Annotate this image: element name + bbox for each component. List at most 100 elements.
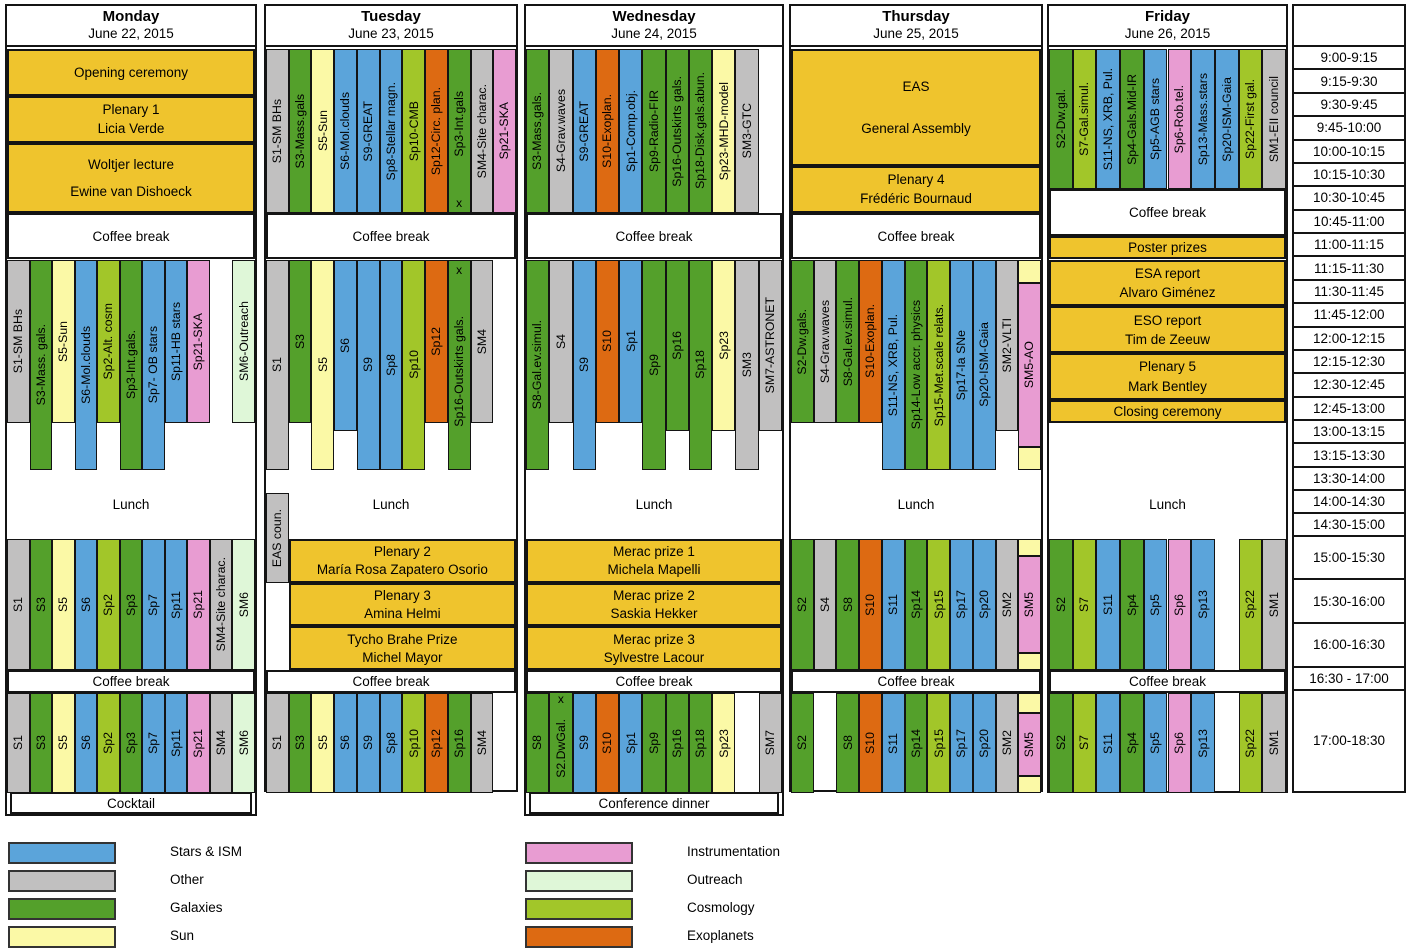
session-bar-label: S3 xyxy=(292,333,307,349)
session-bar-label: Sp23 xyxy=(716,330,731,360)
session-bar: S1 xyxy=(266,693,289,793)
session-bar: S10-Exoplan. xyxy=(595,49,620,213)
session-bar: S10 xyxy=(595,693,620,793)
session-bar: Sp18-Disk.gals.abun. xyxy=(688,49,713,213)
session-bar-label: Sp9-Radio-FIR xyxy=(646,89,661,172)
coffee-break-label: Coffee break xyxy=(877,228,955,244)
session-bar-label: Sp15 xyxy=(931,590,946,619)
coffee-break-label: Coffee break xyxy=(877,674,955,689)
legend-label: Sun xyxy=(170,928,195,943)
session-bar: Sp17 xyxy=(950,693,973,793)
day-column-thursday: Thursday June 25, 2015 EAS General Assembly… xyxy=(789,4,1043,793)
session-bar-label: S3-Mass.gals xyxy=(292,93,307,169)
plenary-line: Closing ceremony xyxy=(1113,404,1222,420)
session-bar-label: S9-GREAT xyxy=(361,100,376,162)
session-bar-label: S5 xyxy=(56,596,71,613)
session-bar-label: S4 xyxy=(817,596,832,613)
session-bar: Sp15 xyxy=(927,693,951,793)
time-slot: 10:30-10:45 xyxy=(1294,187,1404,211)
plenary-line: Frédéric Bournaud xyxy=(860,191,972,207)
session-bar-label: Sp12 xyxy=(429,728,444,758)
session-bar: S3-Mass. gals. xyxy=(29,259,53,470)
session-bar: Sp15 xyxy=(927,539,951,670)
session-bar-label: SM4 xyxy=(474,730,489,756)
session-bar-label: Sp10 xyxy=(406,350,421,380)
session-bar-label: S3 xyxy=(33,596,48,613)
legend-label: Instrumentation xyxy=(687,844,781,859)
lunch-label: Lunch xyxy=(266,490,516,519)
plenary-line: Sylvestre Lacour xyxy=(603,649,705,665)
session-bar: Sp3 xyxy=(119,539,143,670)
session-bar: Sp17-Ia SNe xyxy=(950,259,973,470)
time-slot: 9:45-10:00 xyxy=(1294,117,1404,141)
session-bar-label: S11 xyxy=(886,594,901,615)
day-name: Wednesday xyxy=(612,8,696,25)
session-bar-label: Sp5 xyxy=(1148,593,1163,616)
session-bar: S4-Grav.waves xyxy=(813,259,837,424)
session-bar-label: S2-Dw.gals. xyxy=(795,308,810,375)
session-bar-label: S10-Exoplan. xyxy=(600,93,615,168)
session-bar: S8-Gal.ev.simul. xyxy=(836,259,860,424)
session-bar: Sp8-Stellar magn. xyxy=(379,49,403,213)
session-bar: S11-NS, XRB, Pul. xyxy=(881,259,905,470)
session-bar-label: S6-Mol.clouds xyxy=(78,325,93,404)
session-bar: S2 xyxy=(791,693,814,793)
session-bar-label: SM1 xyxy=(1266,591,1281,618)
session-bar: Sp6 xyxy=(1167,539,1192,670)
session-bar-label: S1-SM BHs xyxy=(11,309,26,374)
plenary-line: Saskia Hekker xyxy=(610,606,698,622)
plenary-line: Plenary 4 xyxy=(887,172,945,188)
legend-label: Galaxies xyxy=(170,900,223,915)
session-bar: Sp14 xyxy=(904,693,928,793)
session-bar-label: Sp11 xyxy=(168,729,183,757)
session-bar-label: Sp14 xyxy=(908,728,923,758)
legend-label: Outreach xyxy=(687,872,743,887)
legend-swatch-outreach xyxy=(525,870,633,892)
coffee-break-label: Coffee break xyxy=(1128,674,1207,689)
session-bar-label: Sp20 xyxy=(977,728,992,758)
session-bar-label: SM5 xyxy=(1022,591,1037,618)
session-bar-label: Sp6 xyxy=(1172,593,1187,616)
plenary-block: Merac prize 2 Saskia Hekker xyxy=(526,582,782,627)
plenary-line: Woltjer lecture xyxy=(87,156,175,172)
session-bar: SM7-ASTRONET xyxy=(758,259,782,432)
plenary-line: María Rosa Zapatero Osorio xyxy=(316,562,488,578)
session-bar: Sp21 xyxy=(187,693,210,793)
time-slot: 9:30-9:45 xyxy=(1294,94,1404,118)
session-bar: Sp20-ISM-Gaia xyxy=(1214,49,1239,190)
session-bar-label: Sp7 xyxy=(146,593,161,616)
session-bar: S5 xyxy=(311,259,335,470)
time-slot: 14:30-15:00 xyxy=(1294,514,1404,537)
time-slot: 9:00-9:15 xyxy=(1294,47,1404,71)
session-bar-label: Sp20-ISM-Gaia xyxy=(977,322,992,408)
plenary-line: Tycho Brahe Prize xyxy=(347,631,458,647)
plenary-line: Merac prize 3 xyxy=(613,631,695,647)
session-bar-label: Sp2-Alt. cosm xyxy=(101,303,116,380)
session-bar: Sp9 xyxy=(642,259,666,470)
time-slot: 15:00-15:30 xyxy=(1294,537,1404,581)
session-bar: Sp12 xyxy=(425,259,448,424)
session-bar: Sp11 xyxy=(164,693,188,793)
session-bar-label: Sp23 xyxy=(716,728,731,758)
session-bar: Sp1 xyxy=(619,693,643,793)
session-bar-label: Sp18-Disk.gals.abun. xyxy=(693,72,708,190)
session-bar: SM4 xyxy=(470,693,494,793)
plenary-block: Woltjer lecture Ewine van Dishoeck xyxy=(7,142,255,213)
coffee-break-block: Coffee break xyxy=(266,670,516,693)
time-slot: 9:15-9:30 xyxy=(1294,70,1404,94)
session-bar: S4 xyxy=(813,539,837,670)
time-slot: 16:30 - 17:00 xyxy=(1294,668,1404,691)
session-bar-label: Sp23-MHD-model xyxy=(716,81,731,181)
session-bar: S3-Mass.gals. xyxy=(526,49,550,213)
session-bar-label: Sp17 xyxy=(954,590,969,619)
legend-swatch-exo xyxy=(525,926,633,948)
session-bar-label: S3-Mass. gals. xyxy=(33,324,48,406)
footer-event: Conference dinner xyxy=(529,792,779,814)
session-bar-label: S2 xyxy=(795,596,810,613)
session-bar-label: S11 xyxy=(886,732,901,754)
legend-label: Other xyxy=(170,872,204,887)
session-bar: Sp14 xyxy=(904,539,928,670)
session-bar-label: Sp5 xyxy=(1148,732,1163,754)
session-bar: S9-GREAT xyxy=(356,49,380,213)
session-bar-label: Sp22 xyxy=(1243,590,1258,619)
